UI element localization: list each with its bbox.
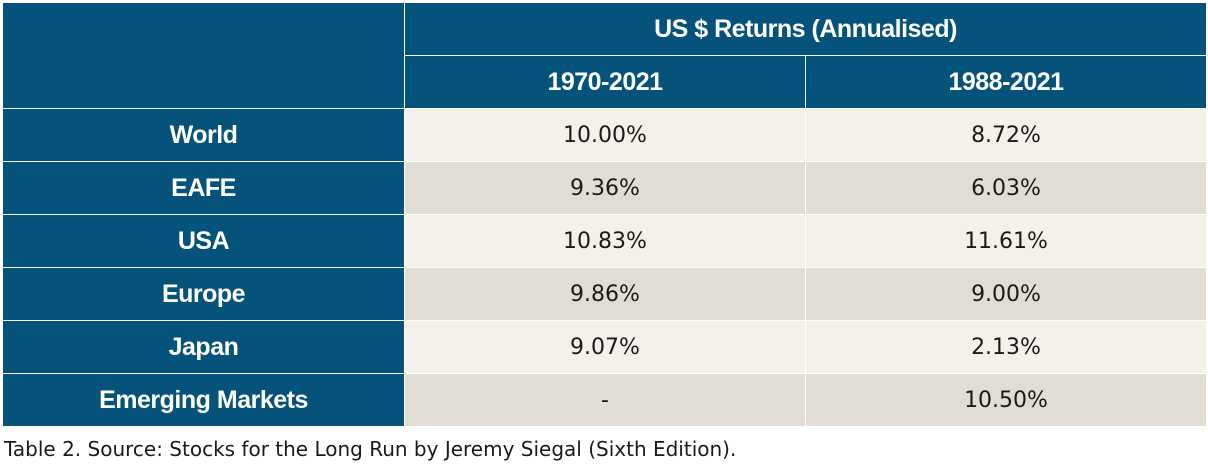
cell-1970-2021: 9.07%: [404, 320, 806, 374]
cell-1988-2021: 2.13%: [804, 320, 1208, 374]
cell-1988-2021: 9.00%: [804, 267, 1208, 321]
cell-1988-2021: 6.03%: [804, 161, 1208, 215]
table-row-usa: USA 10.83% 11.61%: [2, 214, 1208, 268]
returns-table-container: US $ Returns (Annualised) 1970-2021 1988…: [2, 2, 1208, 427]
row-label: Europe: [2, 267, 405, 321]
cell-1988-2021: 11.61%: [804, 214, 1208, 268]
row-label: EAFE: [2, 161, 405, 215]
row-label: World: [2, 108, 405, 162]
table-row-world: World 10.00% 8.72%: [2, 108, 1208, 162]
header-corner-cell: [2, 2, 405, 109]
table-caption: Table 2. Source: Stocks for the Long Run…: [4, 437, 737, 461]
header-period-1970-2021: 1970-2021: [404, 55, 806, 109]
row-label: Japan: [2, 320, 405, 374]
returns-table: US $ Returns (Annualised) 1970-2021 1988…: [2, 2, 1208, 427]
cell-1970-2021: 10.83%: [404, 214, 806, 268]
row-label: USA: [2, 214, 405, 268]
row-label: Emerging Markets: [2, 373, 405, 427]
header-row-group: US $ Returns (Annualised): [2, 2, 1208, 109]
cell-1970-2021: -: [404, 373, 806, 427]
header-row-periods: 1970-2021 1988-2021: [3, 55, 1208, 109]
table-row-europe: Europe 9.86% 9.00%: [2, 267, 1208, 321]
table-row-japan: Japan 9.07% 2.13%: [2, 320, 1208, 374]
cell-1970-2021: 9.36%: [404, 161, 806, 215]
header-period-1988-2021: 1988-2021: [804, 55, 1208, 109]
cell-1970-2021: 9.86%: [404, 267, 806, 321]
table-body: World 10.00% 8.72% EAFE 9.36% 6.03% USA …: [2, 108, 1208, 427]
table-header: US $ Returns (Annualised) 1970-2021 1988…: [2, 2, 1208, 109]
table-row-eafe: EAFE 9.36% 6.03%: [2, 161, 1208, 215]
cell-1988-2021: 10.50%: [804, 373, 1208, 427]
cell-1970-2021: 10.00%: [404, 108, 806, 162]
header-group-label: US $ Returns (Annualised): [403, 2, 1208, 56]
cell-1988-2021: 8.72%: [804, 108, 1208, 162]
table-row-emerging-markets: Emerging Markets - 10.50%: [2, 373, 1208, 427]
